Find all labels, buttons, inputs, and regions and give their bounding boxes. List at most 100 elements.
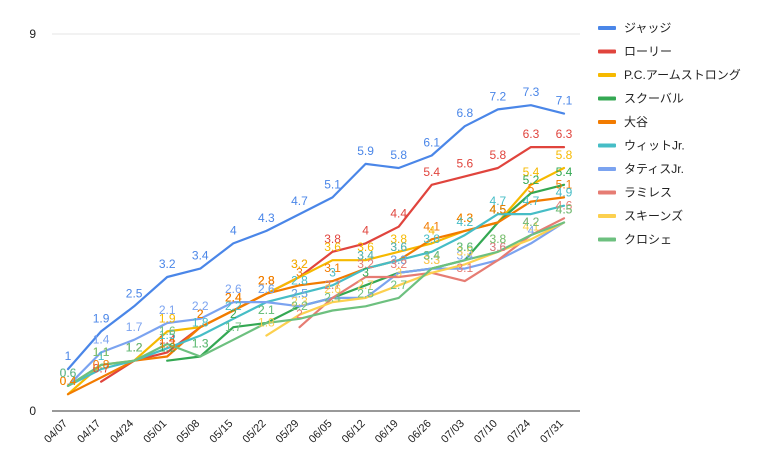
x-tick-label: 04/24	[108, 418, 136, 446]
data-label: 5.4	[423, 165, 440, 179]
grid-lines	[52, 33, 580, 412]
data-label: 4.3	[456, 211, 473, 225]
x-tick-label: 07/03	[439, 418, 467, 446]
data-label: 3	[329, 265, 336, 279]
data-label: 3.4	[456, 249, 473, 263]
legend-item[interactable]: ラミレス	[598, 186, 672, 200]
data-label: 4.5	[490, 203, 507, 217]
legend-item[interactable]: スキーンズ	[598, 208, 683, 223]
x-tick-label: 07/24	[505, 418, 533, 446]
x-tick-label: 05/08	[174, 418, 202, 446]
data-label: 3.1	[456, 261, 473, 275]
x-tick-label: 06/26	[406, 418, 434, 446]
series-line-10	[66, 221, 566, 387]
data-label: 2	[197, 307, 204, 321]
data-label: 4.2	[523, 215, 540, 229]
legend-label: クロシェ	[624, 233, 672, 247]
data-label: 3.6	[357, 240, 374, 254]
legend-label: ローリー	[624, 45, 672, 59]
data-label: 3.3	[390, 253, 407, 267]
legend-label: ラミレス	[624, 186, 672, 200]
data-label: 3.6	[490, 240, 507, 254]
data-label: 1.8	[258, 316, 275, 330]
data-labels: 11.92.53.23.444.34.75.15.9 5.86.16.87.2 7.…	[60, 85, 573, 388]
data-label: 2.1	[258, 303, 275, 317]
data-label: 4.7	[523, 194, 540, 208]
legend-swatch	[598, 120, 616, 124]
data-label: 2	[197, 307, 204, 321]
legend-swatch	[598, 73, 616, 77]
legend-swatch	[598, 237, 616, 242]
data-label: 3.4	[423, 249, 440, 263]
series-line-5	[66, 196, 566, 396]
legend-label: スキーンズ	[624, 208, 683, 223]
y-tick-label-min: 0	[29, 404, 36, 418]
data-label: 1.2	[126, 341, 143, 355]
legend-item[interactable]: P.C.アームストロング	[598, 68, 741, 82]
data-label: 0.6	[60, 366, 77, 380]
data-label: 4.5	[490, 203, 507, 217]
data-label: 3.8	[490, 232, 507, 246]
data-label: 3.6	[390, 240, 407, 254]
data-label: 1.2	[126, 341, 143, 355]
x-tick-label: 07/10	[472, 418, 500, 446]
data-label: 2	[197, 307, 204, 321]
legend-label: 大谷	[624, 115, 648, 129]
data-label: 6.3	[556, 127, 573, 141]
data-label: 2.4	[225, 290, 242, 304]
legend-item[interactable]: スクーバル	[598, 92, 684, 106]
legend-swatch	[598, 190, 616, 195]
data-label: 5.8	[490, 148, 507, 162]
data-label: 2.4	[324, 290, 341, 304]
data-label: 1.7	[126, 320, 143, 334]
data-label: 5.6	[456, 156, 473, 170]
data-label: 2.5	[291, 286, 308, 300]
data-label: 5.8	[390, 148, 407, 162]
data-label: 3.6	[456, 240, 473, 254]
legend-item[interactable]: ウィットJr.	[598, 139, 685, 153]
legend-item[interactable]: ジャッジ	[598, 21, 671, 35]
data-label: 5.1	[324, 177, 341, 191]
data-label: 3.2	[357, 257, 374, 271]
legend-item[interactable]: ローリー	[598, 45, 672, 59]
x-axis-tick-labels: 04/07 04/17 04/24 05/01 05/08 05/15 05/22 05/29…	[42, 418, 566, 446]
data-label: 5.4	[523, 165, 540, 179]
data-label: 0.7	[93, 362, 110, 376]
data-label: 1.1	[93, 345, 110, 359]
x-tick-label: 04/07	[42, 418, 70, 446]
data-label: 1.2	[126, 341, 143, 355]
data-label: 3.2	[159, 257, 176, 271]
data-label: 4	[528, 223, 535, 237]
legend-item[interactable]: 大谷	[598, 115, 648, 129]
series-line-9	[265, 221, 566, 337]
data-label: 1	[65, 349, 72, 363]
series-lines	[66, 104, 566, 396]
data-label: 4.6	[556, 198, 573, 212]
data-label: 3.4	[357, 249, 374, 263]
data-label: 7.3	[523, 85, 540, 99]
data-label: 2.7	[390, 278, 407, 292]
data-label: 2.8	[291, 274, 308, 288]
data-label: 3	[296, 265, 303, 279]
data-label: 4.1	[423, 219, 440, 233]
data-label: 2.7	[324, 278, 341, 292]
data-label: 3.6	[490, 240, 507, 254]
data-label: 2.2	[225, 299, 242, 313]
y-tick-label-max: 9	[29, 27, 36, 41]
legend-item[interactable]: クロシェ	[598, 233, 672, 247]
data-label: 1.3	[159, 337, 176, 351]
legend-swatch	[598, 214, 616, 218]
data-label: 2.7	[357, 278, 374, 292]
x-tick-label: 07/31	[538, 418, 566, 446]
data-label: 2.5	[291, 286, 308, 300]
x-tick-label: 05/22	[241, 418, 269, 446]
data-label: 3.3	[423, 253, 440, 267]
series-line-7	[66, 221, 566, 387]
legend-label: ウィットJr.	[624, 139, 685, 153]
data-label: 3.2	[390, 257, 407, 271]
legend-item[interactable]: タティスJr.	[598, 162, 684, 176]
data-label: 6.8	[456, 106, 473, 120]
legend-label: P.C.アームストロング	[624, 68, 741, 82]
data-label: 2	[230, 307, 237, 321]
